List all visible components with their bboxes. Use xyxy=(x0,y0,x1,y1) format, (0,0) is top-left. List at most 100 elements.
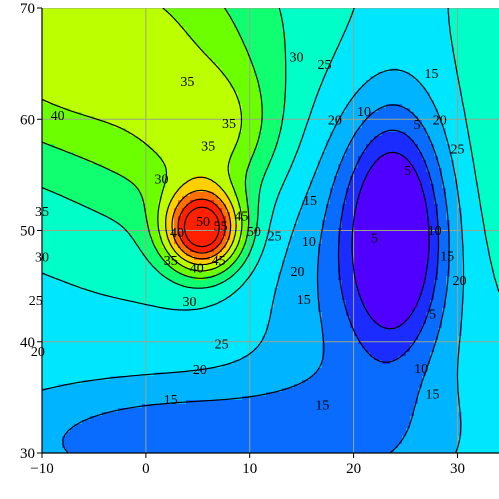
contour-fill-cell xyxy=(150,308,155,313)
contour-fill-cell xyxy=(154,112,159,117)
contour-fill-cell xyxy=(210,376,215,381)
contour-fill-cell xyxy=(178,336,183,341)
contour-fill-cell xyxy=(102,100,107,105)
contour-fill-cell xyxy=(82,116,87,121)
contour-fill-cell xyxy=(194,128,199,133)
contour-fill-cell xyxy=(102,188,107,193)
contour-fill-cell xyxy=(42,360,47,365)
contour-fill-cell xyxy=(42,192,47,197)
contour-fill-cell xyxy=(46,48,51,53)
contour-fill-cell xyxy=(194,384,199,389)
contour-fill-cell xyxy=(42,404,47,409)
contour-fill-cell xyxy=(102,380,107,385)
contour-fill-cell xyxy=(194,316,199,321)
contour-fill-cell xyxy=(214,28,219,33)
contour-fill-cell xyxy=(42,372,47,377)
contour-fill-cell xyxy=(206,416,211,421)
contour-fill-cell xyxy=(74,216,79,221)
contour-fill-cell xyxy=(66,372,71,377)
contour-fill-cell xyxy=(178,332,183,337)
contour-fill-cell xyxy=(58,300,63,305)
contour-fill-cell xyxy=(186,220,191,225)
contour-fill-cell xyxy=(78,196,83,201)
contour-fill-cell xyxy=(158,408,163,413)
contour-fill-cell xyxy=(138,16,143,21)
contour-fill-cell xyxy=(138,344,143,349)
contour-fill-cell xyxy=(66,284,71,289)
contour-fill-cell xyxy=(178,392,183,397)
contour-fill-cell xyxy=(134,76,139,81)
contour-fill-cell xyxy=(174,60,179,65)
contour-fill-cell xyxy=(218,132,223,137)
contour-fill-cell xyxy=(182,8,187,13)
contour-fill-cell xyxy=(146,448,151,453)
contour-fill-cell xyxy=(66,100,71,105)
contour-fill-cell xyxy=(90,232,95,237)
contour-fill-cell xyxy=(126,80,131,85)
contour-fill-cell xyxy=(70,96,75,101)
contour-fill-cell xyxy=(154,68,159,73)
contour-fill-cell xyxy=(202,24,207,29)
contour-fill-cell xyxy=(122,160,127,165)
contour-fill-cell xyxy=(122,132,127,137)
contour-fill-cell xyxy=(42,392,47,397)
contour-fill-cell xyxy=(82,412,87,417)
contour-fill-cell xyxy=(62,16,67,21)
contour-fill-cell xyxy=(106,388,111,393)
contour-fill-cell xyxy=(98,284,103,289)
contour-fill-cell xyxy=(190,44,195,49)
contour-fill-cell xyxy=(198,160,203,165)
contour-fill-cell xyxy=(74,100,79,105)
contour-fill-cell xyxy=(158,344,163,349)
contour-fill-cell xyxy=(50,80,55,85)
contour-fill-cell xyxy=(102,92,107,97)
contour-fill-cell xyxy=(66,308,71,313)
contour-fill-cell xyxy=(50,400,55,405)
contour-fill-cell xyxy=(98,180,103,185)
contour-fill-cell xyxy=(42,220,47,225)
contour-fill-cell xyxy=(66,144,71,149)
contour-fill-cell xyxy=(42,128,47,133)
contour-fill-cell xyxy=(78,256,83,261)
contour-fill-cell xyxy=(206,392,211,397)
contour-fill-cell xyxy=(82,152,87,157)
contour-fill-cell xyxy=(50,68,55,73)
contour-fill-cell xyxy=(170,348,175,353)
contour-fill-cell xyxy=(42,448,47,453)
contour-fill-cell xyxy=(218,92,223,97)
contour-fill-cell xyxy=(74,436,79,441)
contour-fill-cell xyxy=(42,28,47,33)
contour-fill-cell xyxy=(50,448,55,453)
contour-fill-cell xyxy=(138,56,143,61)
contour-fill-cell xyxy=(74,160,79,165)
contour-fill-cell xyxy=(182,164,187,169)
contour-fill-cell xyxy=(178,436,183,441)
contour-fill-cell xyxy=(138,24,143,29)
contour-fill-cell xyxy=(58,404,63,409)
contour-fill-cell xyxy=(202,96,207,101)
contour-fill-cell xyxy=(54,240,59,245)
contour-fill-cell xyxy=(198,124,203,129)
contour-fill-cell xyxy=(78,128,83,133)
contour-fill-cell xyxy=(154,356,159,361)
contour-fill-cell xyxy=(154,32,159,37)
contour-fill-cell xyxy=(74,196,79,201)
contour-fill-cell xyxy=(186,444,191,449)
contour-fill-cell xyxy=(154,260,159,265)
contour-fill-cell xyxy=(182,420,187,425)
contour-fill-cell xyxy=(90,252,95,257)
contour-fill-cell xyxy=(130,376,135,381)
contour-fill-cell xyxy=(186,360,191,365)
contour-fill-cell xyxy=(54,312,59,317)
contour-fill-cell xyxy=(50,236,55,241)
contour-fill-cell xyxy=(90,152,95,157)
contour-fill-cell xyxy=(130,224,135,229)
contour-fill-cell xyxy=(218,148,223,153)
contour-fill-cell xyxy=(158,352,163,357)
contour-fill-cell xyxy=(90,196,95,201)
contour-fill-cell xyxy=(190,388,195,393)
contour-fill-cell xyxy=(94,136,99,141)
contour-fill-cell xyxy=(122,220,127,225)
contour-fill-cell xyxy=(94,348,99,353)
contour-fill-cell xyxy=(54,332,59,337)
